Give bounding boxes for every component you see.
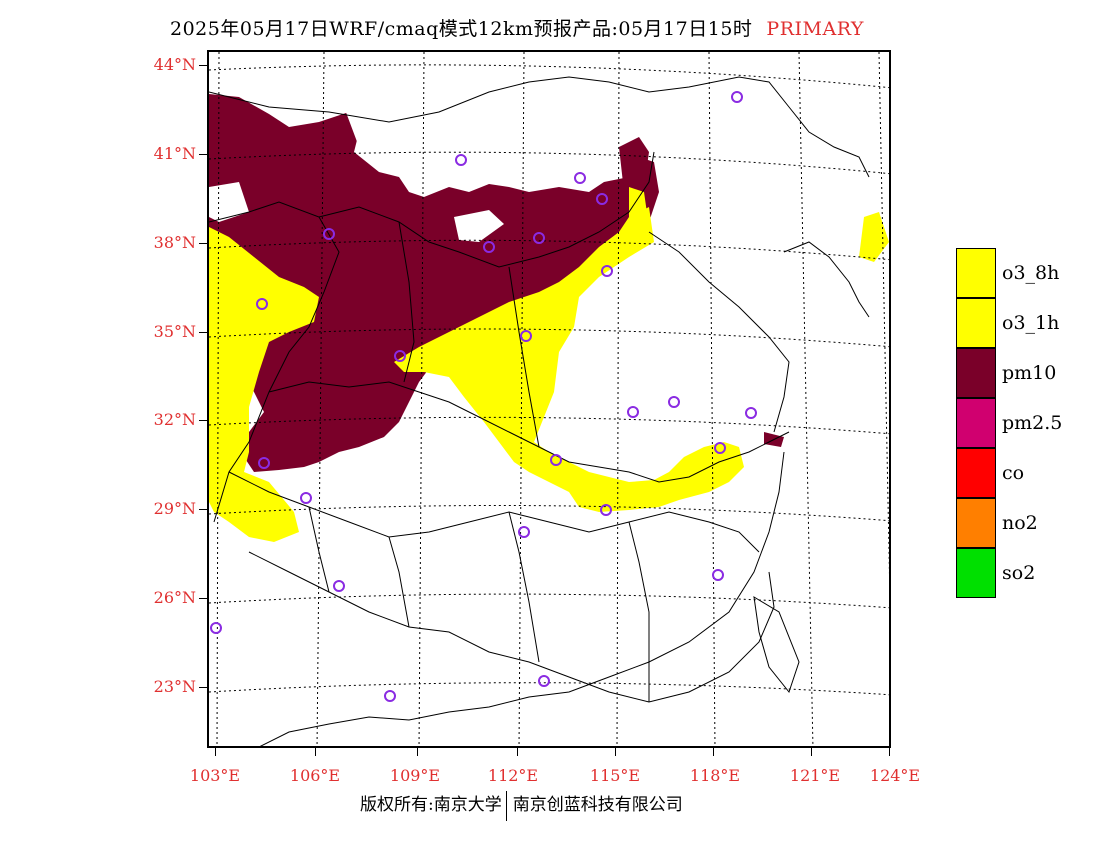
lon-label-109: 109°E bbox=[389, 766, 441, 785]
lon-label-115: 115°E bbox=[589, 766, 641, 785]
legend-label: co bbox=[1002, 462, 1025, 484]
lon-tick bbox=[713, 748, 714, 756]
clean-area-top bbox=[344, 107, 429, 162]
legend-label: o3_1h bbox=[1002, 312, 1060, 334]
station-marker bbox=[256, 298, 268, 310]
o3-region-central bbox=[394, 207, 744, 512]
legend-label: pm10 bbox=[1002, 362, 1057, 384]
lat-tick bbox=[199, 687, 207, 688]
lat-label-32: 32°N bbox=[153, 410, 196, 429]
lat-tick bbox=[199, 420, 207, 421]
clean-area-north bbox=[209, 182, 249, 222]
o3-region-hebei bbox=[629, 187, 649, 227]
lon-label-106: 106°E bbox=[289, 766, 341, 785]
station-marker bbox=[601, 265, 613, 277]
lat-label-41: 41°N bbox=[153, 144, 196, 163]
station-marker bbox=[518, 526, 530, 538]
station-marker bbox=[538, 675, 550, 687]
lat-tick bbox=[199, 154, 207, 155]
station-marker bbox=[258, 457, 270, 469]
station-marker bbox=[600, 504, 612, 516]
lat-tick bbox=[199, 65, 207, 66]
lon-tick bbox=[417, 748, 418, 756]
lon-tick bbox=[889, 748, 890, 756]
map-canvas bbox=[209, 52, 889, 746]
lat-tick bbox=[199, 509, 207, 510]
lat-label-44: 44°N bbox=[153, 55, 196, 74]
legend-swatch-o3-8h bbox=[956, 248, 996, 298]
lon-tick bbox=[315, 748, 316, 756]
station-marker bbox=[627, 406, 639, 418]
title-product-type: PRIMARY bbox=[766, 18, 864, 40]
company-text: 南京创蓝科技有限公司 bbox=[512, 795, 683, 815]
lon-label-121: 121°E bbox=[789, 766, 841, 785]
lat-label-35: 35°N bbox=[153, 322, 196, 341]
legend-swatch-pm10 bbox=[956, 348, 996, 398]
legend-label: pm2.5 bbox=[1002, 412, 1063, 434]
map-title: 2025年05月17日WRF/cmaq模式12km预报产品:05月17日15时 P… bbox=[170, 14, 864, 41]
station-marker bbox=[455, 154, 467, 166]
station-marker bbox=[333, 580, 345, 592]
lon-label-112: 112°E bbox=[487, 766, 539, 785]
footer-divider bbox=[505, 790, 507, 821]
lon-label-118: 118°E bbox=[689, 766, 741, 785]
o3-region-west bbox=[209, 227, 319, 542]
province-boundaries bbox=[209, 76, 870, 746]
station-marker bbox=[300, 492, 312, 504]
station-marker bbox=[745, 407, 757, 419]
graticule bbox=[209, 52, 889, 746]
lon-label-103: 103°E bbox=[189, 766, 241, 785]
station-marker bbox=[394, 350, 406, 362]
legend-swatch-no2 bbox=[956, 498, 996, 548]
o3-region-korea bbox=[859, 212, 889, 262]
legend-swatch-so2 bbox=[956, 548, 996, 598]
lat-label-38: 38°N bbox=[153, 233, 196, 252]
station-marker bbox=[520, 330, 532, 342]
station-marker bbox=[574, 172, 586, 184]
lat-tick bbox=[199, 332, 207, 333]
lon-tick bbox=[215, 748, 216, 756]
legend-label: so2 bbox=[1002, 562, 1036, 584]
station-marker bbox=[384, 690, 396, 702]
station-marker bbox=[596, 193, 608, 205]
station-marker bbox=[210, 622, 222, 634]
lon-label-124: 124°E bbox=[869, 766, 921, 785]
station-marker bbox=[533, 232, 545, 244]
lat-tick bbox=[199, 598, 207, 599]
pm10-region-hebei bbox=[619, 137, 649, 192]
station-marker bbox=[483, 241, 495, 253]
station-marker bbox=[668, 396, 680, 408]
lon-tick bbox=[615, 748, 616, 756]
map-frame[interactable] bbox=[207, 50, 891, 748]
lon-tick bbox=[517, 748, 518, 756]
lat-label-26: 26°N bbox=[153, 588, 196, 607]
copyright-text: 版权所有:南京大学 bbox=[360, 795, 502, 815]
station-marker bbox=[731, 91, 743, 103]
legend-label: o3_8h bbox=[1002, 262, 1060, 284]
clean-area-inner bbox=[454, 210, 504, 242]
legend-swatch-pm2-5 bbox=[956, 398, 996, 448]
copyright-footer: 版权所有:南京大学 南京创蓝科技有限公司 bbox=[360, 790, 683, 821]
station-marker bbox=[714, 442, 726, 454]
lat-label-29: 29°N bbox=[153, 499, 196, 518]
station-marker bbox=[712, 569, 724, 581]
legend-swatch-o3-1h bbox=[956, 298, 996, 348]
title-main: 2025年05月17日WRF/cmaq模式12km预报产品:05月17日15时 bbox=[170, 18, 753, 40]
legend-swatch-co bbox=[956, 448, 996, 498]
pm10-region-north bbox=[209, 94, 659, 472]
lat-tick bbox=[199, 243, 207, 244]
lat-label-23: 23°N bbox=[153, 677, 196, 696]
station-markers bbox=[210, 91, 757, 702]
lon-tick bbox=[811, 748, 812, 756]
legend-label: no2 bbox=[1002, 512, 1038, 534]
station-marker bbox=[323, 228, 335, 240]
station-marker bbox=[550, 454, 562, 466]
